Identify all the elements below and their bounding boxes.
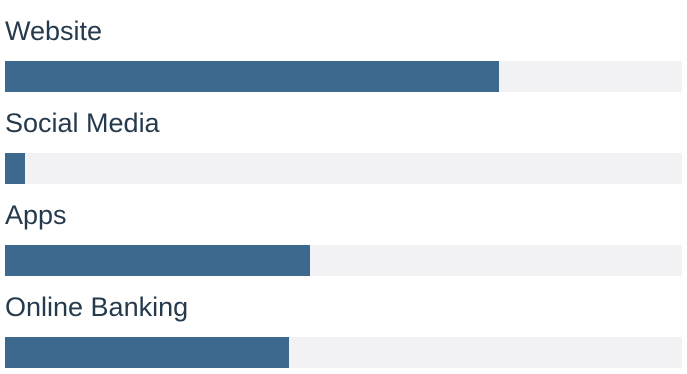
bar-label: Online Banking [5, 292, 189, 322]
bar-label: Social Media [5, 108, 160, 138]
bar-fill-online-banking [5, 337, 290, 368]
bar-track [5, 153, 682, 184]
bar-label: Apps [5, 200, 67, 230]
bar-row-social-media: Social Media [0, 92, 687, 184]
bar-row-online-banking: Online Banking [0, 276, 687, 368]
bar-track [5, 337, 682, 368]
bar-row-apps: Apps [0, 184, 687, 276]
bar-track [5, 61, 682, 92]
bar-label: Website [5, 16, 103, 46]
bar-row-website: Website [0, 0, 687, 92]
bar-fill-apps [5, 245, 310, 276]
bar-track [5, 245, 682, 276]
bar-fill-social-media [5, 153, 26, 184]
bar-fill-website [5, 61, 500, 92]
